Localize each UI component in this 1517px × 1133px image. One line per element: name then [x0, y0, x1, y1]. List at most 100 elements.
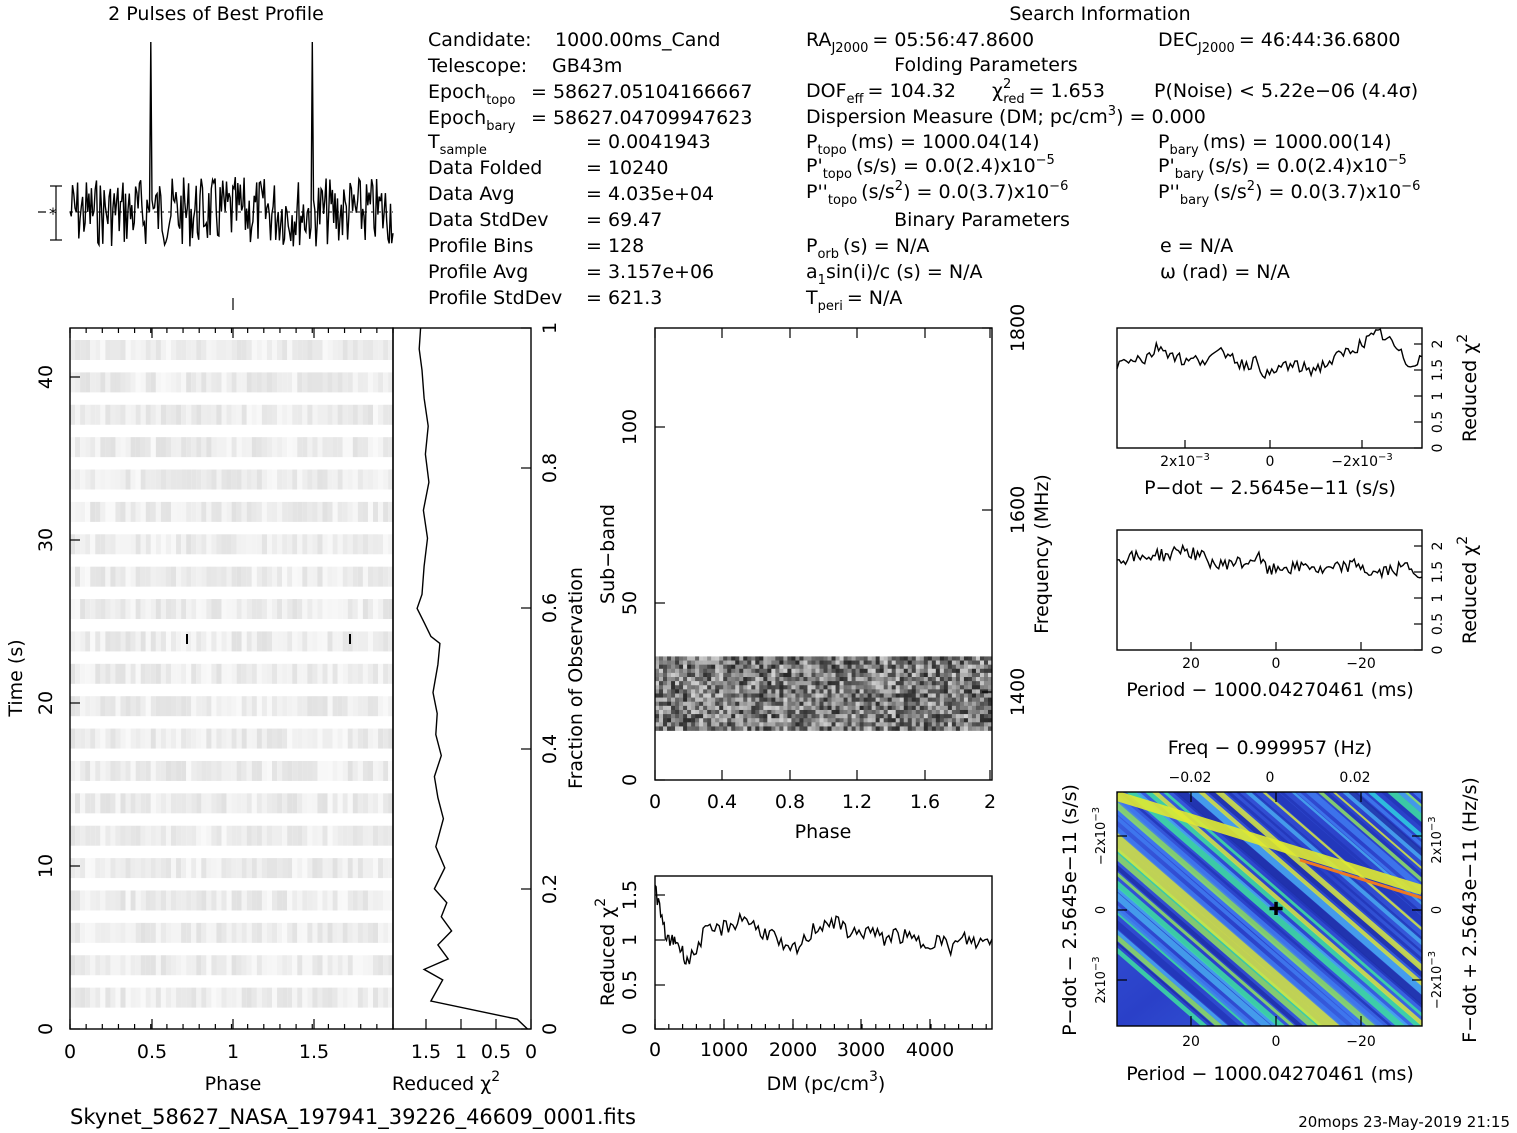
sb-cell-1-50 [855, 660, 860, 665]
tp-cell-13-40 [272, 760, 278, 781]
tp-cell-5-11 [125, 501, 131, 522]
tp-spike-0 [186, 634, 188, 644]
sb-cell-13-6 [679, 709, 684, 715]
tp-cell-12-17 [155, 728, 161, 749]
tp-cell-18-23 [186, 922, 192, 943]
tp-cell-20-26 [201, 987, 207, 1008]
sb-cell-11-74 [951, 701, 957, 707]
tp-cell-2-50 [322, 404, 328, 425]
tp-cell-10-6 [100, 663, 106, 684]
tp-cell-20-43 [287, 987, 293, 1008]
tp-cell-1-50 [322, 372, 328, 393]
tp-cell-4-55 [347, 469, 353, 490]
sb-cell-3-30 [775, 668, 780, 674]
sb-cell-12-49 [851, 705, 856, 711]
sb-cell-5-24 [751, 677, 756, 682]
tp-cell-1-15 [145, 372, 151, 393]
sb-cell-9-33 [787, 693, 792, 698]
tp-cell-19-13 [135, 955, 141, 976]
info-asini: a1sin(i)/c (s) = N/A [806, 261, 982, 288]
sb-cell-14-57 [883, 714, 888, 719]
sb-cell-1-1 [659, 660, 664, 665]
sb-cell-13-3 [667, 709, 672, 715]
tp-cell-16-22 [181, 858, 187, 879]
tp-cell-9-13 [135, 631, 141, 652]
sb-cell-15-21 [739, 718, 744, 723]
tp-cell-3-4 [90, 437, 96, 458]
sb-cell-17-28 [767, 726, 772, 731]
sb-cell-1-6 [679, 660, 684, 665]
sb-cell-5-62 [903, 677, 909, 682]
sb-cell-17-2 [663, 726, 668, 731]
sb-cell-16-32 [783, 722, 788, 727]
tp-cell-10-42 [282, 663, 288, 684]
info-pddot-topo: P''topo (s/s2) = 0.0(3.7)x10−6 [806, 179, 1068, 208]
sb-cell-12-23 [747, 705, 752, 711]
tp-cell-7-42 [282, 566, 288, 587]
sb-cell-6-9 [691, 681, 696, 686]
tp-cell-16-45 [297, 858, 303, 879]
tp-cell-15-26 [201, 825, 207, 846]
sb-cell-14-54 [871, 714, 876, 719]
tp-cell-20-8 [110, 987, 116, 1008]
tp-cell-6-22 [181, 534, 187, 555]
cf-ytick-3: 0.6 [539, 593, 561, 623]
tp-cell-8-23 [186, 599, 192, 620]
tp-cell-19-0 [70, 955, 76, 976]
sb-cell-13-17 [723, 709, 728, 715]
sb-cell-11-58 [887, 701, 892, 707]
sb-cell-11-66 [919, 701, 925, 707]
sb-cell-4-8 [687, 672, 692, 678]
tp-cell-14-21 [176, 793, 182, 814]
sb-cell-13-57 [883, 709, 888, 715]
sb-cell-1-61 [899, 660, 905, 665]
sb-cell-10-68 [927, 697, 933, 703]
tp-cell-7-41 [277, 566, 283, 587]
dm-chi2-ticks [654, 894, 987, 1030]
tp-cell-16-61 [378, 858, 384, 879]
tp-cell-12-63 [388, 728, 394, 749]
sb-cell-16-44 [831, 722, 836, 727]
tp-cell-20-27 [206, 987, 212, 1008]
tp-cell-7-30 [221, 566, 227, 587]
tp-cell-2-22 [181, 404, 187, 425]
sb-cell-6-62 [903, 681, 909, 686]
sb-cell-7-12 [703, 685, 708, 690]
tp-cell-16-60 [373, 858, 379, 879]
sb-cell-15-25 [755, 718, 760, 723]
tp-cell-11-24 [191, 696, 197, 717]
sb-cell-0-79 [971, 656, 977, 661]
sb-cell-13-7 [683, 709, 688, 715]
sb-cell-8-79 [971, 689, 977, 694]
sb-cell-3-33 [787, 668, 792, 674]
sb-cell-13-15 [715, 709, 720, 715]
tp-cell-12-49 [317, 728, 323, 749]
tp-cell-8-54 [342, 599, 348, 620]
sb-cell-2-6 [679, 664, 684, 670]
tp-cell-20-15 [145, 987, 151, 1008]
tp-cell-20-17 [155, 987, 161, 1008]
chi2-fraction-frame [392, 327, 532, 1030]
sb-cell-7-21 [739, 685, 744, 690]
sb-cell-0-76 [959, 656, 965, 661]
tp-cell-7-6 [100, 566, 106, 587]
tp-cell-2-6 [100, 404, 106, 425]
tp-cell-1-0 [70, 372, 76, 393]
sb-cell-5-49 [851, 677, 856, 682]
sb-cell-12-51 [859, 705, 864, 711]
sb-cell-14-28 [767, 714, 772, 719]
pp-stripe-10 [1117, 871, 1295, 1026]
sb-cell-13-49 [851, 709, 856, 715]
tp-cell-12-31 [226, 728, 232, 749]
sb-cell-10-36 [799, 697, 804, 703]
tp-cell-12-16 [150, 728, 156, 749]
sb-cell-5-69 [931, 677, 937, 682]
tp-cell-15-50 [322, 825, 328, 846]
sb-cell-3-35 [795, 668, 800, 674]
tp-cell-2-59 [367, 404, 374, 425]
sb-cell-15-79 [971, 718, 977, 723]
sb-cell-15-63 [907, 718, 913, 723]
sb-cell-16-37 [803, 722, 808, 727]
sb-cell-12-26 [759, 705, 764, 711]
tp-cell-10-58 [362, 663, 368, 684]
